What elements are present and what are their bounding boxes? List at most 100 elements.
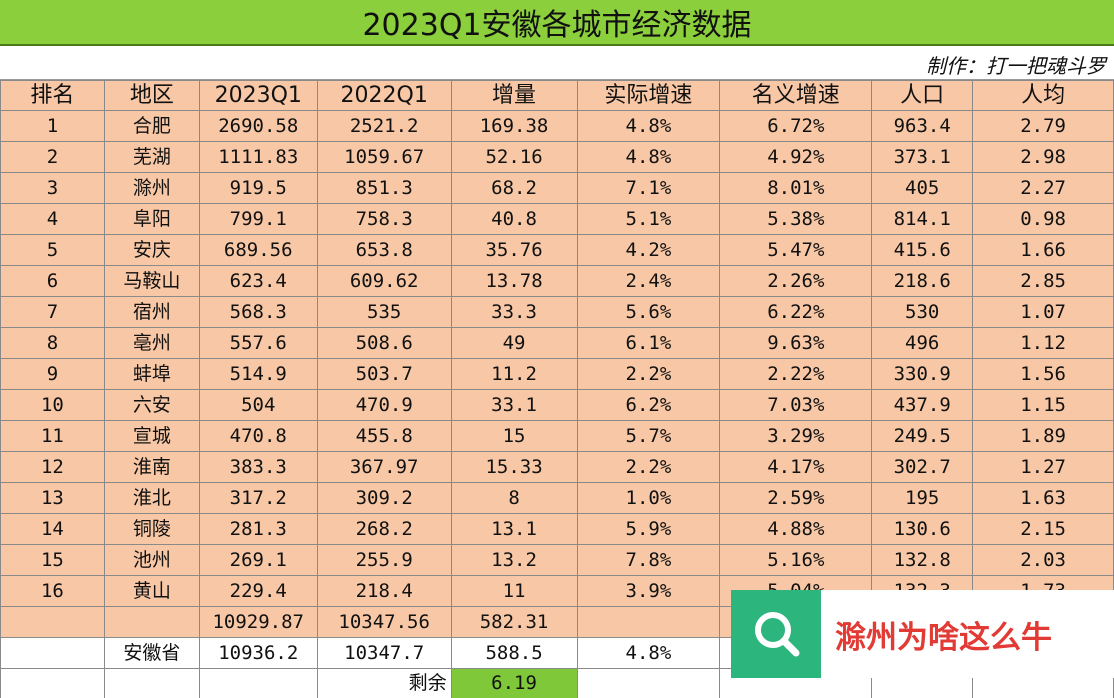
cell-population: 330.9 <box>872 359 973 390</box>
cell-q1-2022: 309.2 <box>317 483 451 514</box>
remainder-value: 6.19 <box>451 669 577 698</box>
cell-real-growth: 5.7% <box>577 421 720 452</box>
cell-per-capita: 1.15 <box>973 390 1114 421</box>
cell-region: 淮南 <box>104 452 199 483</box>
cell-region: 铜陵 <box>104 514 199 545</box>
cell-population: 302.7 <box>872 452 973 483</box>
cell-increment: 49 <box>451 328 577 359</box>
cell-rank: 2 <box>1 142 105 173</box>
cell-q1-2023: 919.5 <box>199 173 317 204</box>
cell-per-capita: 1.12 <box>973 328 1114 359</box>
cell-real-growth: 5.6% <box>577 297 720 328</box>
cell-real-growth: 6.1% <box>577 328 720 359</box>
cell-population: 373.1 <box>872 142 973 173</box>
cell-increment: 33.3 <box>451 297 577 328</box>
cell-region: 淮北 <box>104 483 199 514</box>
cell-real-growth: 4.8% <box>577 638 720 669</box>
author-bar: 制作：打一把魂斗罗 <box>0 46 1114 80</box>
cell-rank: 16 <box>1 576 105 607</box>
cell-rank <box>1 638 105 669</box>
cell-rank: 8 <box>1 328 105 359</box>
cell-nominal-growth: 4.92% <box>720 142 872 173</box>
cell-region: 蚌埠 <box>104 359 199 390</box>
cell-per-capita: 2.98 <box>973 142 1114 173</box>
cell-q1-2023: 470.8 <box>199 421 317 452</box>
cell-region: 马鞍山 <box>104 266 199 297</box>
cell-per-capita: 2.85 <box>973 266 1114 297</box>
cell-nominal-growth: 6.72% <box>720 111 872 142</box>
cell-population: 437.9 <box>872 390 973 421</box>
cell-region: 亳州 <box>104 328 199 359</box>
header-nominal-growth: 名义增速 <box>720 81 872 111</box>
cell-increment: 68.2 <box>451 173 577 204</box>
cell-region: 阜阳 <box>104 204 199 235</box>
cell-increment: 35.76 <box>451 235 577 266</box>
cell-nominal-growth: 9.63% <box>720 328 872 359</box>
cell-per-capita: 2.03 <box>973 545 1114 576</box>
cell-rank: 9 <box>1 359 105 390</box>
cell-increment: 13.1 <box>451 514 577 545</box>
cell-per-capita: 2.15 <box>973 514 1114 545</box>
search-icon[interactable] <box>731 590 821 678</box>
cell-q1-2022: 535 <box>317 297 451 328</box>
cell-per-capita: 1.27 <box>973 452 1114 483</box>
cell-rank: 5 <box>1 235 105 266</box>
cell-per-capita: 1.63 <box>973 483 1114 514</box>
cell-q1-2023: 10936.2 <box>199 638 317 669</box>
cell-nominal-growth: 6.22% <box>720 297 872 328</box>
cell-real-growth: 5.1% <box>577 204 720 235</box>
cell-q1-2022: 455.8 <box>317 421 451 452</box>
cell-population: 415.6 <box>872 235 973 266</box>
cell-nominal-growth: 2.59% <box>720 483 872 514</box>
cell-real-growth: 3.9% <box>577 576 720 607</box>
cell-q1-2022: 268.2 <box>317 514 451 545</box>
cell-region: 滁州 <box>104 173 199 204</box>
cell-increment: 11 <box>451 576 577 607</box>
cell-region: 安庆 <box>104 235 199 266</box>
cell-q1-2022: 255.9 <box>317 545 451 576</box>
cell-increment: 8 <box>451 483 577 514</box>
cell-real-growth: 2.2% <box>577 359 720 390</box>
search-suggestion-text[interactable]: 滁州为啥这么牛 <box>835 612 1052 657</box>
cell-q1-2023: 514.9 <box>199 359 317 390</box>
cell-rank: 12 <box>1 452 105 483</box>
cell-real-growth: 6.2% <box>577 390 720 421</box>
cell-rank: 4 <box>1 204 105 235</box>
cell-real-growth: 5.9% <box>577 514 720 545</box>
cell-q1-2023: 504 <box>199 390 317 421</box>
search-overlay[interactable]: 滁州为啥这么牛 <box>731 590 1114 678</box>
cell-nominal-growth: 5.16% <box>720 545 872 576</box>
cell-per-capita: 1.89 <box>973 421 1114 452</box>
cell-q1-2023: 229.4 <box>199 576 317 607</box>
cell-per-capita: 2.79 <box>973 111 1114 142</box>
cell-region: 黄山 <box>104 576 199 607</box>
cell-q1-2023: 2690.58 <box>199 111 317 142</box>
cell-real-growth <box>577 607 720 638</box>
cell-q1-2022: 609.62 <box>317 266 451 297</box>
cell-population: 132.8 <box>872 545 973 576</box>
cell-q1-2022: 10347.56 <box>317 607 451 638</box>
cell-q1-2023: 799.1 <box>199 204 317 235</box>
cell-q1-2022: 508.6 <box>317 328 451 359</box>
cell-population: 814.1 <box>872 204 973 235</box>
cell-region: 合肥 <box>104 111 199 142</box>
search-suggestion[interactable]: 滁州为啥这么牛 <box>821 590 1114 678</box>
cell-nominal-growth: 4.17% <box>720 452 872 483</box>
cell-population: 249.5 <box>872 421 973 452</box>
cell-increment: 33.1 <box>451 390 577 421</box>
cell-per-capita: 1.56 <box>973 359 1114 390</box>
cell-increment: 15 <box>451 421 577 452</box>
cell-per-capita: 0.98 <box>973 204 1114 235</box>
cell-rank: 11 <box>1 421 105 452</box>
cell-increment: 169.38 <box>451 111 577 142</box>
cell-nominal-growth: 2.26% <box>720 266 872 297</box>
cell-region: 池州 <box>104 545 199 576</box>
cell-nominal-growth: 8.01% <box>720 173 872 204</box>
